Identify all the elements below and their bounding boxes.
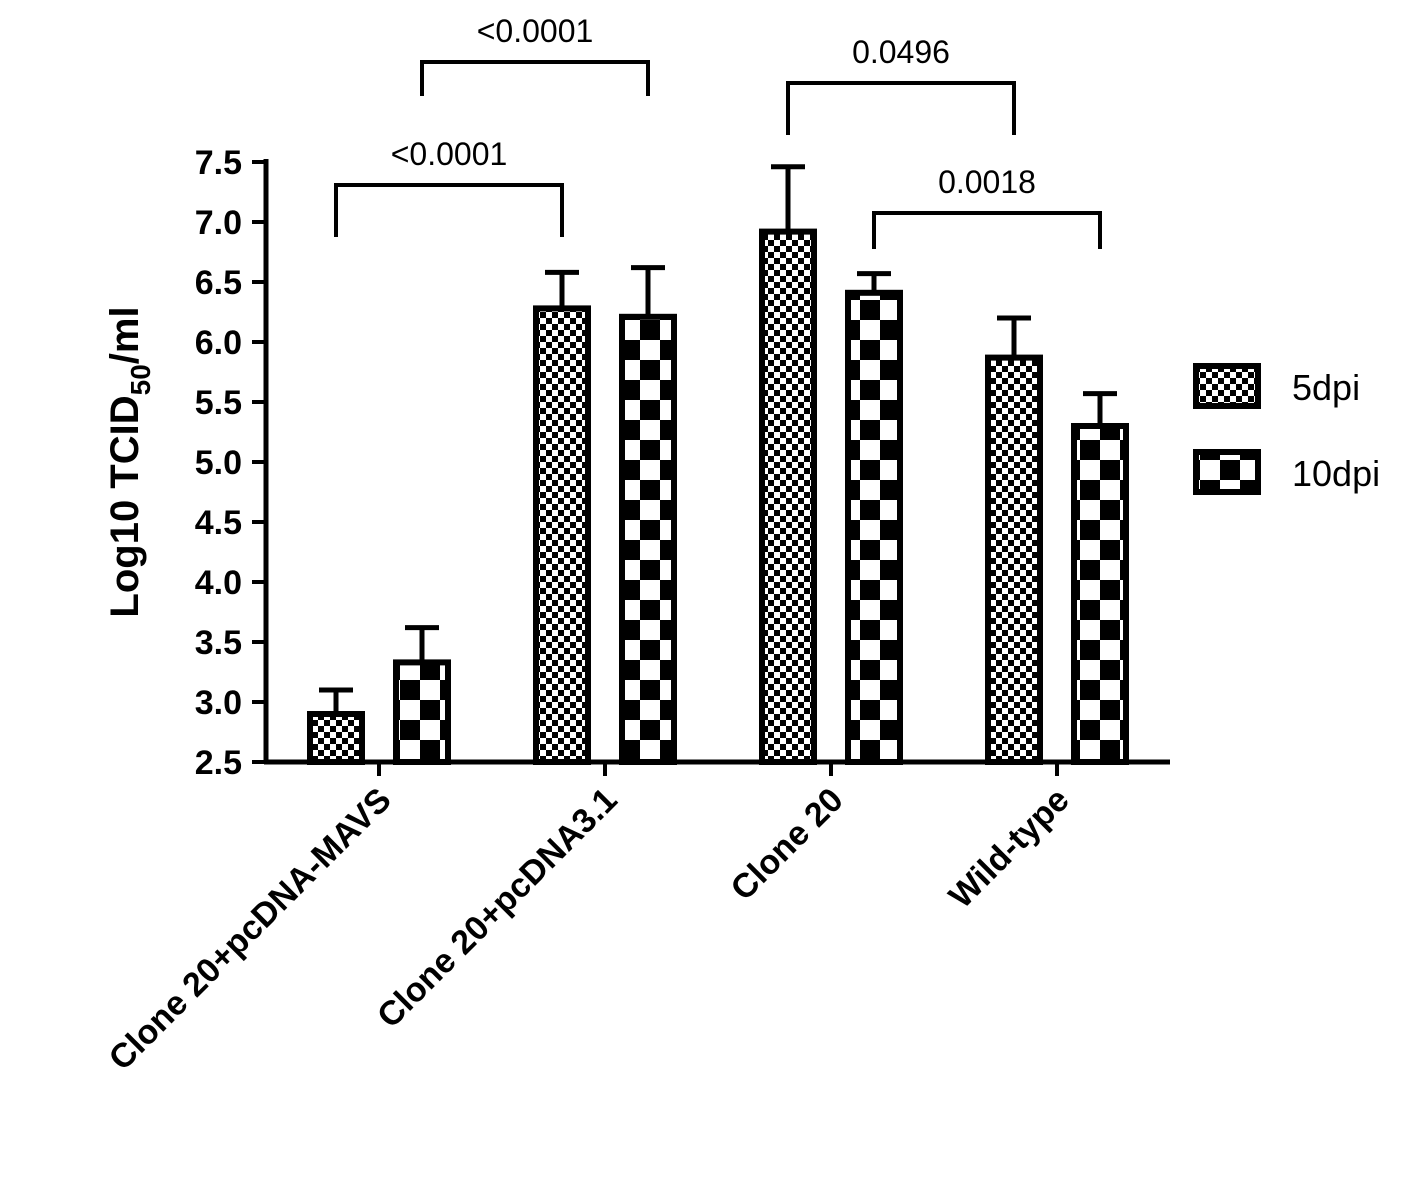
significance-bracket [786, 81, 1016, 135]
y-axis-title: Log10 TCID50/ml [103, 306, 156, 617]
x-category-label: Wild-type [942, 781, 1077, 916]
bar-5dpi [533, 305, 591, 765]
y-tick-label: 4.0 [195, 564, 242, 602]
legend-label-10dpi: 10dpi [1292, 453, 1380, 494]
significance-brackets: <0.0001 <0.0001 0.0496 0.0018 [334, 13, 1102, 249]
bars [307, 164, 1129, 766]
bar-10dpi [619, 313, 677, 765]
y-tick-label: 5.0 [195, 444, 242, 482]
y-tick-label: 7.0 [195, 204, 242, 242]
y-axis: 2.5 3.0 3.5 4.0 4.5 5.0 5.5 6.0 6.5 7.0 7.5 [195, 144, 269, 782]
legend-swatch-10dpi [1193, 449, 1261, 495]
significance-bracket [334, 183, 564, 237]
legend-item-5dpi: 5dpi [1193, 363, 1360, 409]
y-axis-title-subscript: 50 [125, 364, 156, 395]
legend-item-10dpi: 10dpi [1193, 449, 1380, 495]
significance-p-value: 0.0018 [938, 164, 1036, 200]
significance-p-value: 0.0496 [852, 34, 950, 70]
y-tick-label: 4.5 [195, 504, 242, 542]
legend: 5dpi 10dpi [1193, 363, 1380, 495]
y-tick-label: 5.5 [195, 384, 242, 422]
significance-p-value: <0.0001 [477, 13, 594, 49]
y-axis-title-unit: /ml [103, 306, 147, 364]
y-axis-title-main: Log10 TCID [103, 395, 147, 617]
significance-bracket [872, 211, 1102, 249]
legend-label-5dpi: 5dpi [1292, 367, 1360, 408]
bar-5dpi [307, 711, 365, 765]
y-tick-label: 6.5 [195, 264, 242, 302]
y-tick-label: 3.5 [195, 624, 242, 662]
significance-bracket [420, 60, 650, 96]
bar-5dpi [759, 228, 817, 766]
x-category-label: Clone 20+pcDNA-MAVS [102, 781, 399, 1078]
x-category-label: Clone 20+pcDNA3.1 [370, 781, 625, 1036]
bar-5dpi [985, 354, 1043, 765]
bar-10dpi [845, 289, 903, 765]
y-tick-label: 6.0 [195, 324, 242, 362]
x-category-label: Clone 20 [724, 781, 851, 908]
y-tick-label: 7.5 [195, 144, 242, 182]
y-tick-label: 2.5 [195, 744, 242, 782]
bar-10dpi [1071, 423, 1129, 765]
legend-swatch-5dpi [1193, 363, 1261, 409]
significance-p-value: <0.0001 [391, 136, 508, 172]
bar-10dpi [393, 659, 451, 766]
y-tick-label: 3.0 [195, 684, 242, 722]
